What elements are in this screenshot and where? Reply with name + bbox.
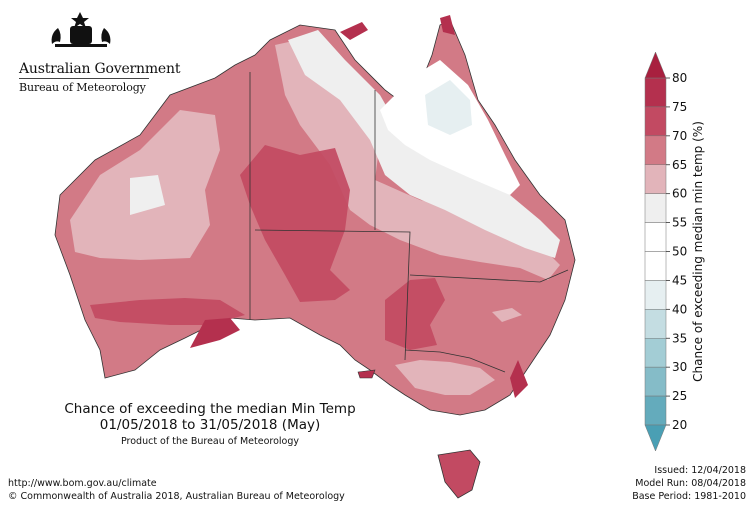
colorbar-tick-label: 35	[672, 331, 687, 345]
colorbar-band-40-45	[644, 280, 667, 310]
colorbar-max-arrow	[644, 51, 667, 79]
colorbar-band-35-40	[644, 309, 667, 339]
climate-url-link[interactable]: http://www.bom.gov.au/climate	[8, 478, 157, 489]
colorbar-tick-label: 40	[672, 302, 687, 316]
australia-mainland	[54, 15, 576, 416]
base-period: Base Period: 1981-2010	[632, 491, 746, 502]
tasmania	[437, 449, 481, 499]
coat-of-arms-logo	[51, 12, 111, 47]
kangaroo-island	[357, 369, 376, 379]
model-run-date: Model Run: 08/04/2018	[635, 478, 746, 489]
colorbar: 80 75 70 65 60 55 50 45 40 35 30 25 20 Chance of exce…	[644, 51, 705, 452]
map-title: Chance of exceeding the median Min Temp	[64, 401, 356, 417]
colorbar-tick-label: 45	[672, 273, 687, 287]
colorbar-band-30-35	[644, 338, 667, 368]
colorbar-tick-label: 55	[672, 216, 687, 230]
colorbar-band-60-65	[644, 164, 667, 194]
colorbar-band-25-30	[644, 366, 667, 397]
colorbar-tick-label: 80	[672, 71, 687, 85]
colorbar-tick-label: 65	[672, 158, 687, 172]
colorbar-min-arrow	[644, 424, 667, 452]
colorbar-tick-label: 50	[672, 245, 687, 259]
org-name: Australian Government	[19, 61, 181, 77]
colorbar-tick-label: 30	[672, 360, 687, 374]
colorbar-band-55-60	[644, 193, 667, 223]
colorbar-band-70-75	[644, 106, 667, 137]
colorbar-band-65-70	[644, 135, 667, 165]
colorbar-band-45-50	[644, 251, 667, 281]
colorbar-tick-label: 20	[672, 418, 687, 432]
colorbar-tick-label: 70	[672, 129, 687, 143]
product-credit: Product of the Bureau of Meteorology	[120, 436, 300, 447]
dept-name: Bureau of Meteorology	[19, 81, 146, 94]
colorbar-band-20-25	[644, 395, 667, 426]
issued-date: Issued: 12/04/2018	[654, 465, 746, 476]
colorbar-title: Chance of exceeding median min temp (%)	[691, 121, 705, 382]
colorbar-tick-label: 60	[672, 187, 687, 201]
colorbar-tick-label: 75	[672, 100, 687, 114]
colorbar-tick-label: 25	[672, 389, 687, 403]
colorbar-band-75-80	[644, 77, 667, 108]
colorbar-band-50-55	[644, 222, 667, 252]
logo-divider	[19, 78, 149, 79]
map-date-range: 01/05/2018 to 31/05/2018 (May)	[99, 417, 321, 433]
copyright-text: © Commonwealth of Australia 2018, Austra…	[8, 491, 345, 502]
